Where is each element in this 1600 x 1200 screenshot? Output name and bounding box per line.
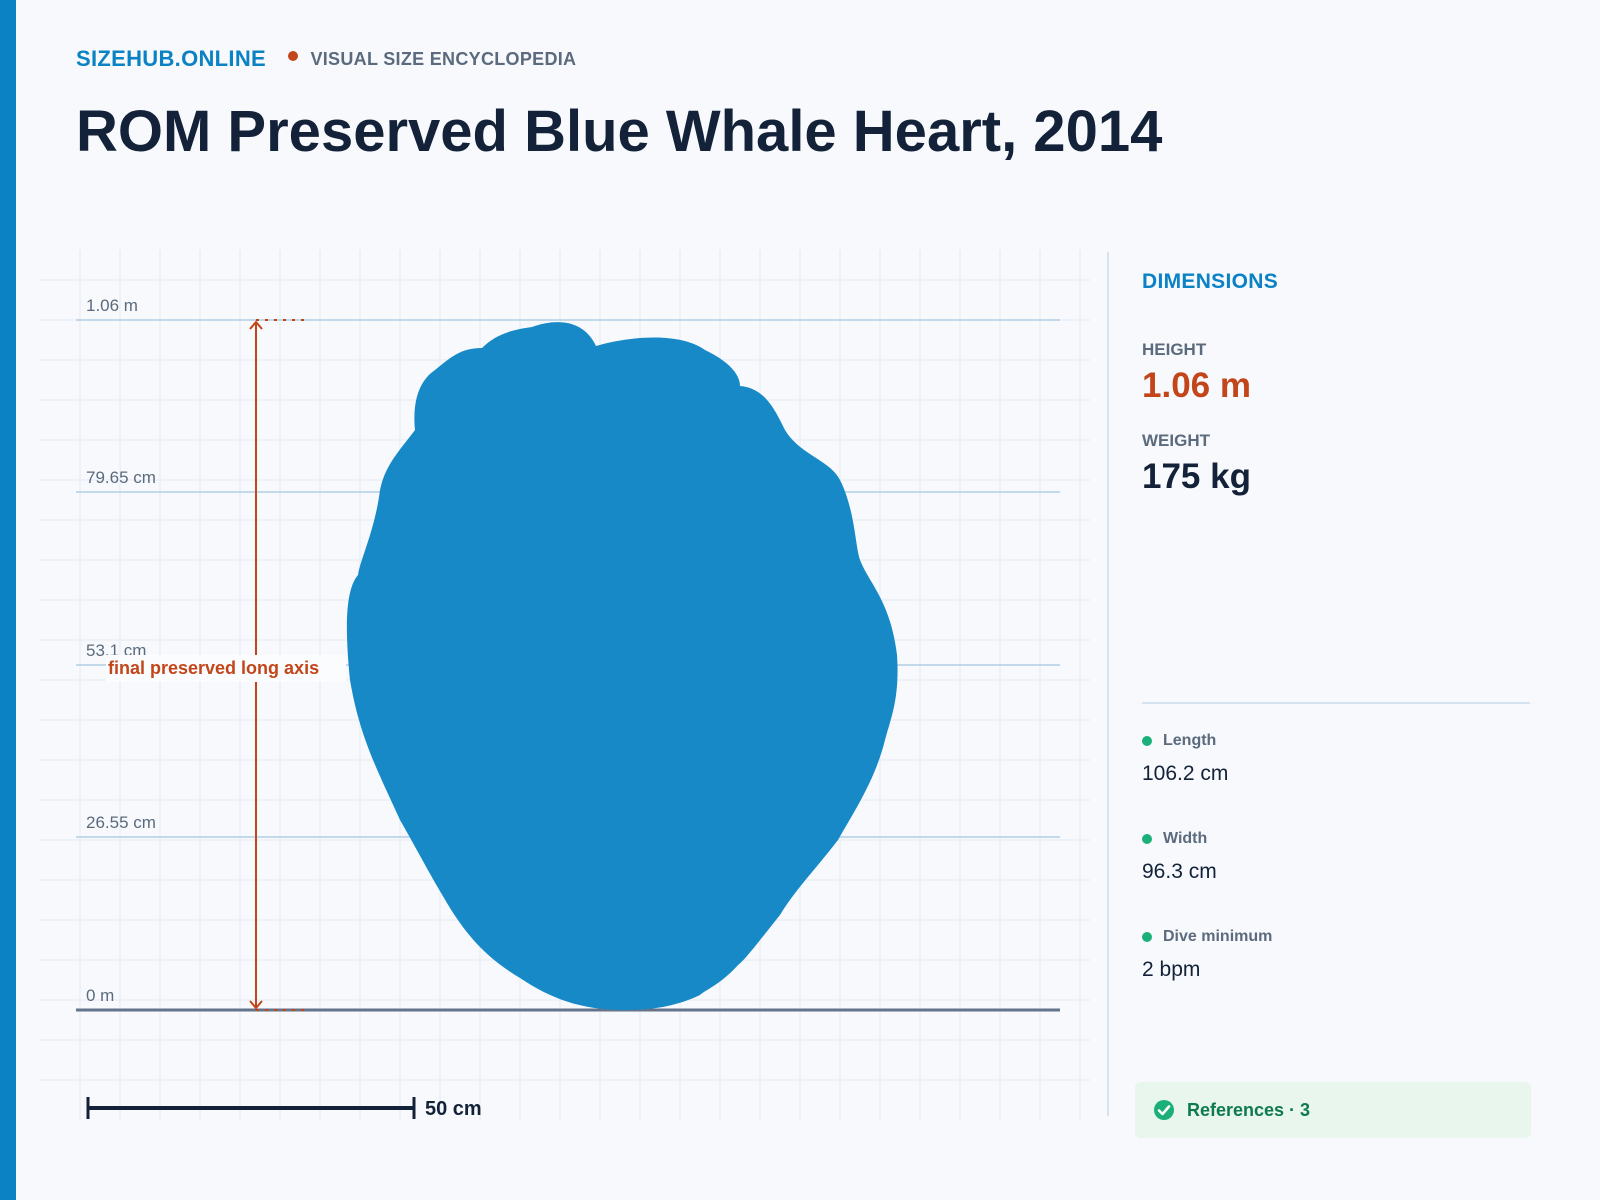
spec-value: 106.2 cm xyxy=(1142,762,1229,785)
spec-dive-minimum: Dive minimum 2 bpm xyxy=(1142,928,1272,982)
spec-label: Dive minimum xyxy=(1163,928,1273,945)
arrow-up-icon xyxy=(249,320,263,330)
references-label: References · 3 xyxy=(1187,1099,1311,1120)
tick-label-top: 1.06 m xyxy=(86,296,138,315)
weight-value: 175 kg xyxy=(1142,457,1251,496)
measure-label: final preserved long axis xyxy=(108,658,319,678)
site-tagline: VISUAL SIZE ENCYCLOPEDIA xyxy=(310,48,577,69)
status-dot-icon xyxy=(1142,834,1152,844)
spec-length: Length 106.2 cm xyxy=(1142,732,1228,786)
page-title: ROM Preserved Blue Whale Heart, 2014 xyxy=(76,99,1163,164)
tick-label-bottom: 0 m xyxy=(86,986,114,1005)
panel-divider xyxy=(1107,252,1109,1116)
site-brand-link[interactable]: SIZEHUB.ONLINE xyxy=(76,46,266,71)
weight-label: WEIGHT xyxy=(1142,431,1210,450)
height-value: 1.06 m xyxy=(1142,366,1251,405)
status-dot-icon xyxy=(1142,736,1152,746)
scale-bar xyxy=(86,1097,416,1119)
heart-silhouette xyxy=(346,322,898,1011)
size-figure: 1.06 m 79.65 cm 53.1 cm 26.55 cm 0 m fin… xyxy=(40,250,1090,1120)
panel-heading: DIMENSIONS xyxy=(1142,270,1279,293)
scale-bar-label: 50 cm xyxy=(425,1098,482,1120)
dimensions-panel: DIMENSIONS HEIGHT 1.06 m WEIGHT 175 kg L… xyxy=(1135,250,1532,1150)
panel-rule xyxy=(1142,702,1530,704)
arrow-down-icon xyxy=(249,1000,263,1010)
accent-bar xyxy=(0,0,16,1200)
separator-dot-icon xyxy=(288,50,298,61)
tick-label-lower: 26.55 cm xyxy=(86,813,156,832)
references-button[interactable]: References · 3 xyxy=(1135,1082,1531,1138)
tagline-group: VISUAL SIZE ENCYCLOPEDIA xyxy=(288,49,576,70)
spec-value: 96.3 cm xyxy=(1142,860,1217,883)
spec-width: Width 96.3 cm xyxy=(1142,830,1217,884)
spec-label: Width xyxy=(1163,830,1208,847)
spec-value: 2 bpm xyxy=(1142,958,1201,981)
heart-edge-cover xyxy=(352,630,360,690)
size-figure-svg: 1.06 m 79.65 cm 53.1 cm 26.55 cm 0 m fin… xyxy=(40,250,1090,1120)
status-dot-icon xyxy=(1142,932,1152,942)
tick-label-upper: 79.65 cm xyxy=(86,468,156,487)
measure-label-background xyxy=(106,655,346,682)
brand-row: SIZEHUB.ONLINE VISUAL SIZE ENCYCLOPEDIA xyxy=(76,46,576,72)
spec-label: Length xyxy=(1163,732,1217,749)
height-label: HEIGHT xyxy=(1142,340,1207,359)
check-circle-icon xyxy=(1154,1100,1174,1120)
